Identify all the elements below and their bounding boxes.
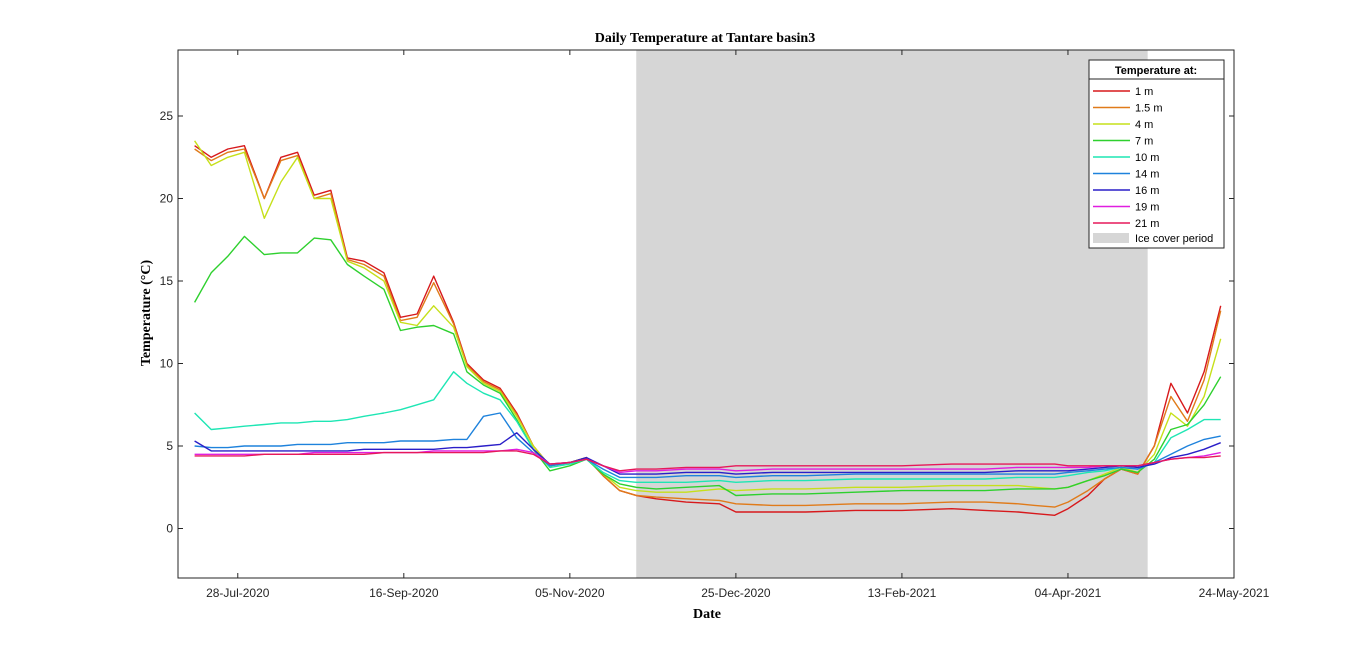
x-tick-label: 05-Nov-2020: [535, 586, 605, 600]
x-tick-label: 28-Jul-2020: [206, 586, 270, 600]
axes-box: [177, 49, 1235, 579]
y-axis-label: Temperature (°C): [139, 260, 154, 367]
y-tick-label: 0: [166, 522, 173, 536]
legend-label: 4 m: [1135, 119, 1153, 131]
legend-label-ice-cover: Ice cover period: [1135, 233, 1213, 245]
ice-cover-shading: [636, 50, 1148, 578]
series-line-16-m: [194, 432, 1221, 475]
legend-label: 14 m: [1135, 169, 1159, 181]
x-tick-label: 13-Feb-2021: [868, 586, 937, 600]
series-lines: [193, 140, 1222, 516]
legend-title: Temperature at:: [1115, 65, 1197, 77]
y-tick-label: 25: [160, 109, 174, 123]
legend-label: 16 m: [1135, 185, 1159, 197]
legend-label: 10 m: [1135, 152, 1159, 164]
legend-label: 19 m: [1135, 202, 1159, 214]
series-line-7-m: [193, 235, 1222, 497]
legend-label: 21 m: [1135, 218, 1159, 230]
legend-label: 1 m: [1135, 86, 1153, 98]
x-tick-label: 16-Sep-2020: [369, 586, 439, 600]
chart-title: Daily Temperature at Tantare basin3: [595, 31, 815, 46]
plot-area: 28-Jul-2020 16-Sep-2020 05-Nov-2020 25-Dec-…: [160, 49, 1270, 600]
series-line-1-5-m: [194, 148, 1222, 508]
x-tick-label: 04-Apr-2021: [1035, 586, 1102, 600]
y-tick-label: 10: [160, 357, 174, 371]
axis-ticks: 28-Jul-2020 16-Sep-2020 05-Nov-2020 25-Dec-…: [160, 50, 1270, 600]
series-line-10-m: [194, 371, 1221, 483]
x-tick-label: 24-May-2021: [1199, 586, 1270, 600]
y-tick-label: 20: [160, 192, 174, 206]
legend-entries: 1 m 1.5 m 4 m 7 m 10 m 14 m 16 m 19 m 21 m: [1093, 86, 1163, 230]
legend-label: 1.5 m: [1135, 103, 1163, 115]
series-line-19-m: [194, 448, 1221, 474]
y-tick-label: 5: [166, 439, 173, 453]
legend-swatch-ice-cover: [1093, 233, 1129, 243]
series-line-14-m: [194, 412, 1221, 479]
x-axis-label: Date: [693, 607, 721, 622]
series-line-21-m: [194, 450, 1221, 472]
legend: Temperature at: 1 m 1.5 m 4 m 7 m 10 m 14 m 16…: [1088, 59, 1225, 249]
y-tick-label: 15: [160, 274, 174, 288]
x-tick-label: 25-Dec-2020: [701, 586, 771, 600]
legend-label: 7 m: [1135, 136, 1153, 148]
